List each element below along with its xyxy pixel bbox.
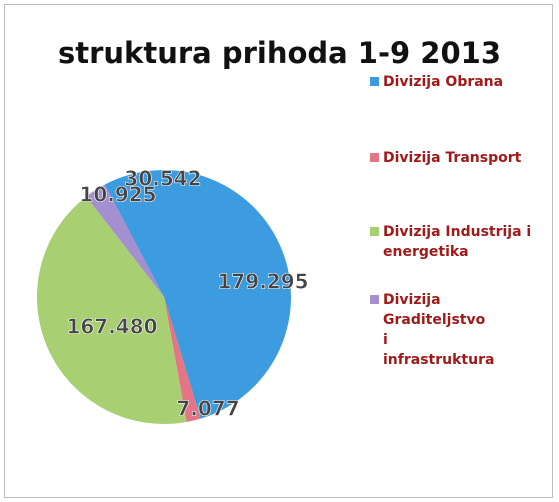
pie-slice xyxy=(164,170,292,419)
legend-swatch xyxy=(370,153,379,162)
data-label: 7.077 xyxy=(176,397,239,421)
legend-entry: Divizija Transport xyxy=(370,148,521,168)
data-label: 10.925 xyxy=(79,183,156,207)
legend-entry: Divizija Industrija i energetika xyxy=(370,222,533,262)
chart-title: struktura prihoda 1-9 2013 xyxy=(57,36,502,70)
pie-slice xyxy=(86,184,164,297)
data-label: 30.542 xyxy=(124,167,201,191)
pie-slice xyxy=(164,297,201,422)
legend-entry: Divizija Obrana xyxy=(370,72,503,92)
legend-label: Divizija Industrija i energetika xyxy=(383,224,532,260)
legend-label: Divizija Obrana xyxy=(383,74,504,90)
frame xyxy=(4,4,553,498)
legend-swatch xyxy=(370,295,379,304)
legend-entry: Divizija Graditeljstvo i infrastruktura xyxy=(370,290,495,370)
legend-label: Divizija Transport xyxy=(383,150,522,166)
pie-slice xyxy=(104,170,164,297)
data-label: 167.480 xyxy=(66,315,157,339)
data-label: 179.295 xyxy=(217,270,308,294)
legend-label: Divizija Graditeljstvo i infrastruktura xyxy=(383,292,495,368)
legend-swatch xyxy=(370,77,379,86)
legend-swatch xyxy=(370,227,379,236)
pie-slice xyxy=(36,196,187,424)
